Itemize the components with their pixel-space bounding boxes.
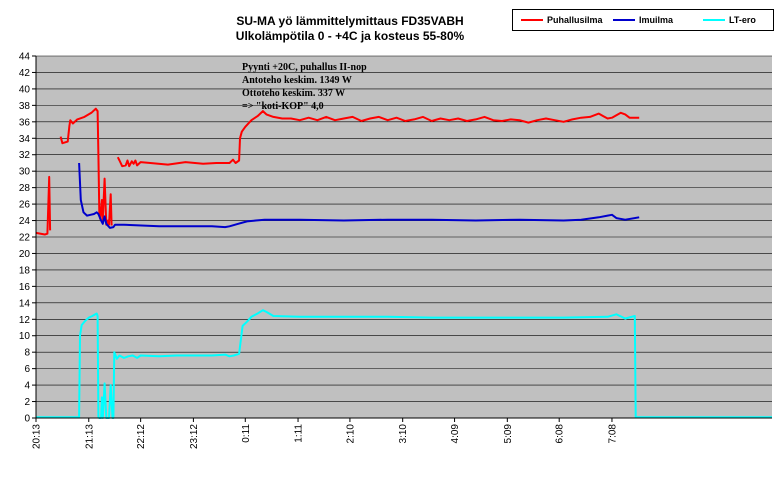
legend-swatch-puhallusilma	[521, 19, 543, 21]
y-tick-label: 38	[19, 101, 31, 112]
y-tick-label: 26	[19, 200, 31, 211]
y-tick-label: 12	[19, 315, 31, 326]
series-line-puhallusilma	[35, 107, 640, 236]
series-line-imuilma	[78, 162, 640, 229]
y-tick-label: 36	[19, 117, 31, 128]
y-tick-label: 24	[19, 216, 31, 227]
legend-label-imuilma: Imuilma	[639, 15, 674, 25]
y-tick-label: 8	[24, 348, 30, 359]
chart-legend: Puhallusilma Imuilma LT-ero	[512, 9, 774, 31]
series-line-lt-ero	[36, 309, 772, 419]
annotation-line: => "koti-KOP" 4,0	[242, 101, 324, 112]
chart-title: SU-MA yö lämmittelymittaus FD35VABH Ulko…	[200, 14, 500, 44]
x-tick-label: 1:11	[294, 424, 305, 443]
chart-title-line-2: Ulkolämpötila 0 - +4C ja kosteus 55-80%	[235, 29, 465, 43]
x-tick-label: 0:11	[241, 424, 252, 443]
x-tick-label: 3:10	[398, 424, 409, 444]
x-tick-label: 2:10	[345, 424, 356, 444]
annotation-text: Pyynti +20C, puhallus II-nop Antoteho kes…	[242, 62, 367, 112]
x-tick-label: 20:13	[32, 424, 43, 449]
legend-swatch-imuilma	[613, 19, 635, 21]
x-tick-label: 5:09	[503, 424, 514, 444]
y-tick-label: 34	[19, 134, 31, 145]
y-tick-label: 14	[19, 298, 31, 309]
x-tick-label: 6:08	[555, 424, 566, 444]
x-tick-label: 21:13	[84, 424, 95, 449]
series-group	[35, 107, 772, 419]
legend-swatch-lt-ero	[703, 19, 725, 21]
y-tick-label: 4	[24, 381, 30, 392]
y-tick-label: 20	[19, 249, 31, 260]
y-tick-label: 42	[19, 68, 31, 79]
y-tick-label: 30	[19, 167, 31, 178]
y-tick-label: 0	[24, 414, 30, 425]
y-tick-label: 2	[24, 397, 30, 408]
y-tick-label: 18	[19, 265, 31, 276]
y-tick-label: 40	[19, 84, 31, 95]
y-tick-label: 44	[19, 52, 31, 63]
x-tick-label: 4:09	[450, 424, 461, 444]
x-axis-ticks: 20:13 21:13 22:12 23:12 0:11 1:11 2:10 3:10 4:09…	[32, 418, 618, 449]
legend-label-puhallusilma: Puhallusilma	[547, 15, 603, 25]
annotation-line: Pyynti +20C, puhallus II-nop	[242, 62, 367, 73]
y-tick-label: 16	[19, 282, 31, 293]
y-tick-label: 10	[19, 331, 31, 342]
y-tick-label: 32	[19, 150, 31, 161]
x-tick-label: 22:12	[136, 424, 147, 449]
annotation-line: Antoteho keskim. 1349 W	[242, 75, 352, 86]
annotation-line: Ottoteho keskim. 337 W	[242, 88, 345, 99]
y-tick-label: 22	[19, 233, 31, 244]
legend-label-lt-ero: LT-ero	[729, 15, 756, 25]
y-axis-ticks: 0246810121416182022242628303234363840424…	[19, 52, 36, 425]
chart-title-line-1: SU-MA yö lämmittelymittaus FD35VABH	[236, 14, 464, 28]
y-tick-label: 6	[24, 364, 30, 375]
y-tick-label: 28	[19, 183, 31, 194]
x-tick-label: 23:12	[189, 424, 200, 449]
x-tick-label: 7:08	[607, 424, 618, 444]
